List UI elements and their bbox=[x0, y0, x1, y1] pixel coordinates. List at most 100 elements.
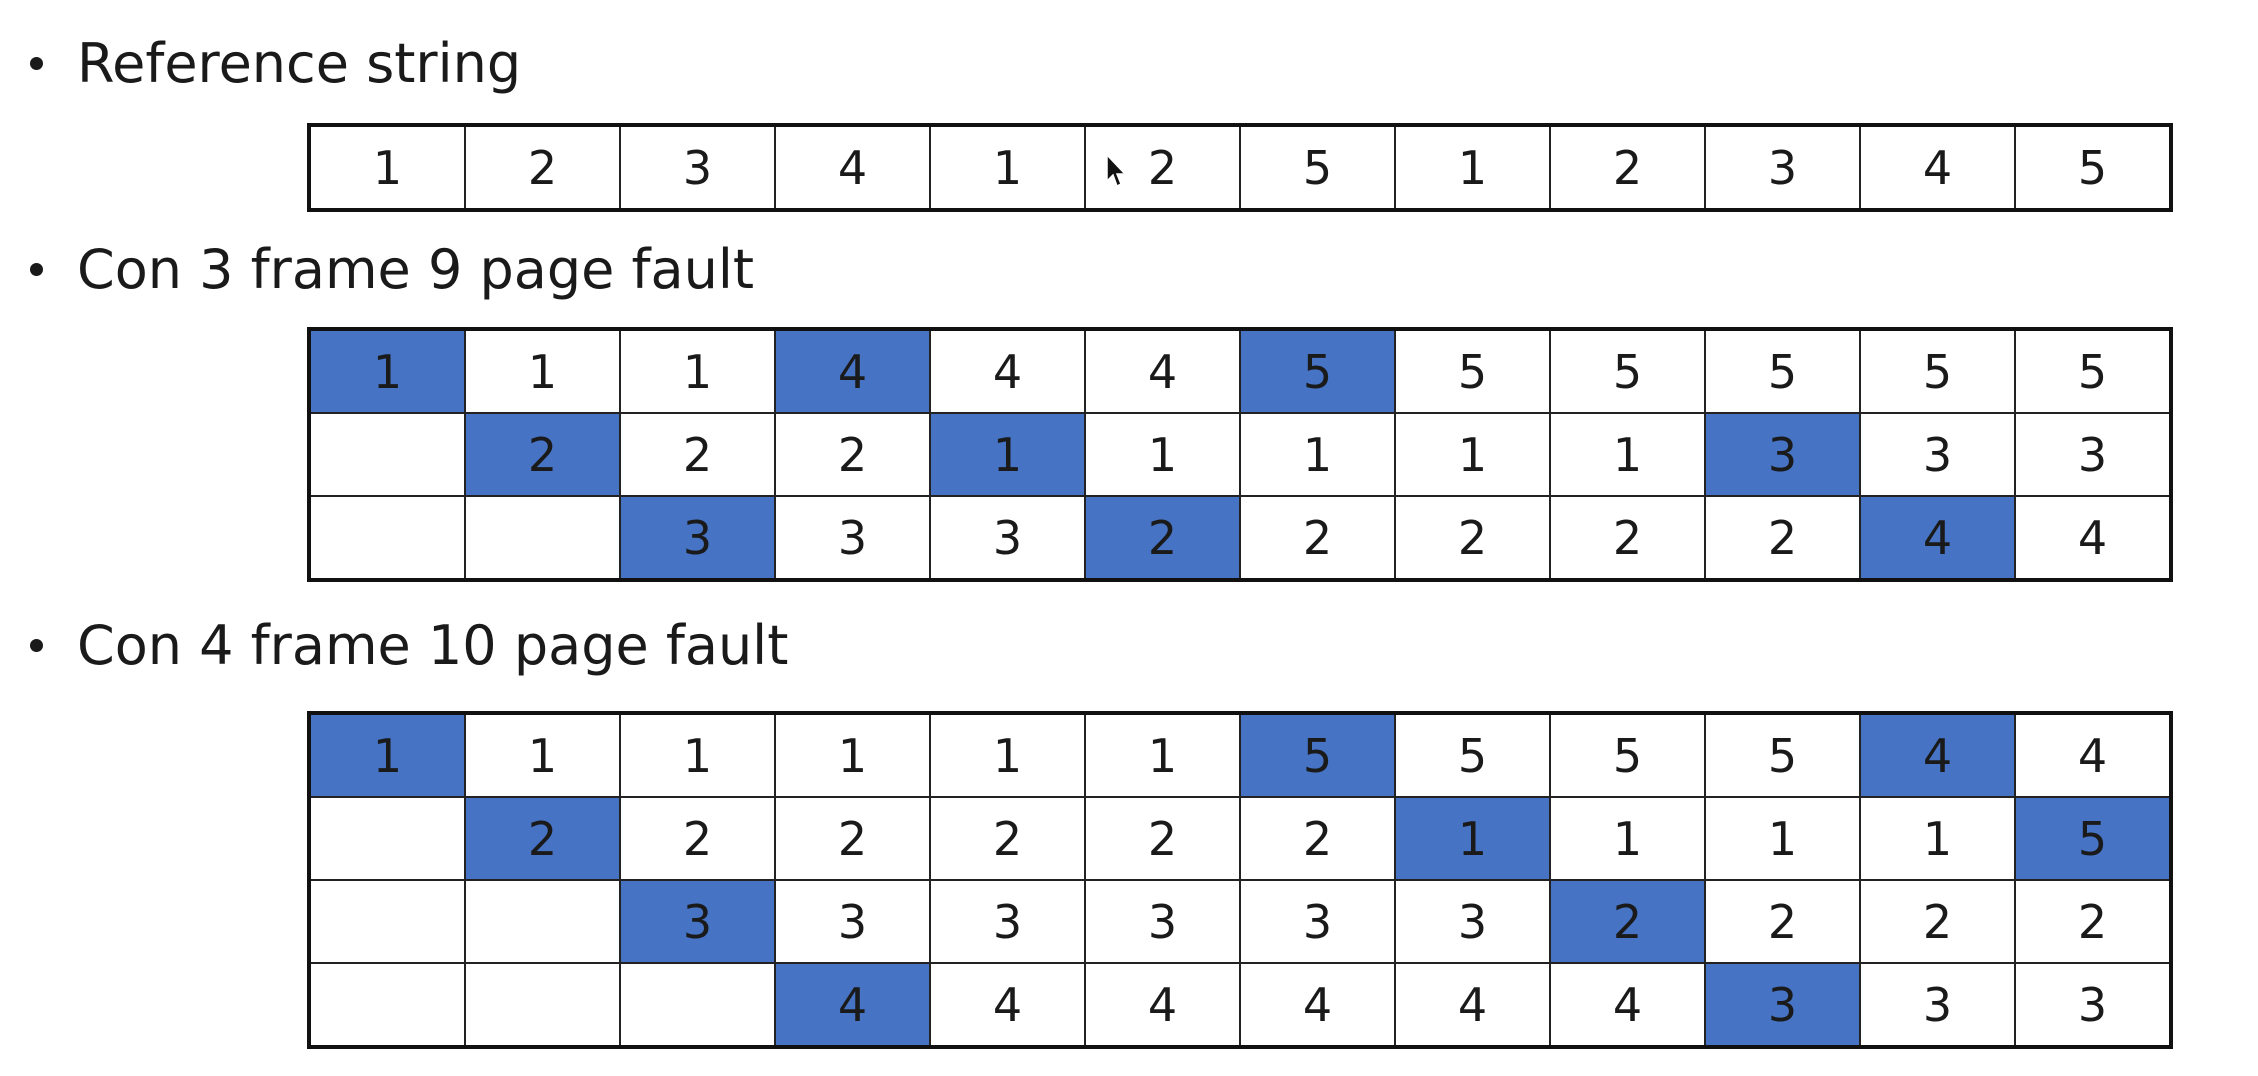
table-cell: 2 bbox=[619, 796, 776, 881]
table-cell: 1 bbox=[1394, 124, 1551, 211]
table-cell: 4 bbox=[2014, 712, 2172, 798]
table-cell: 5 bbox=[1394, 712, 1551, 798]
table-cell: 4 bbox=[1084, 328, 1241, 414]
table-cell: 3 bbox=[2014, 962, 2172, 1048]
bullet-three-frames: Con 3 frame 9 page fault bbox=[30, 234, 754, 304]
page-fault-cell: 3 bbox=[1704, 962, 1861, 1048]
page-fault-cell: 2 bbox=[464, 796, 621, 881]
table-cell: 1 bbox=[929, 712, 1086, 798]
page-fault-cell: 4 bbox=[774, 962, 931, 1048]
bullet-dot bbox=[30, 638, 43, 652]
table-cell: 2 bbox=[1549, 124, 1706, 211]
table-cell: 5 bbox=[1704, 712, 1861, 798]
table-cell: 3 bbox=[1394, 879, 1551, 964]
table-cell: 1 bbox=[1704, 796, 1861, 881]
table-cell bbox=[308, 495, 466, 581]
page-fault-cell: 2 bbox=[1549, 879, 1706, 964]
table-cell: 3 bbox=[2014, 412, 2172, 497]
table-cell: 5 bbox=[1704, 328, 1861, 414]
table-cell bbox=[464, 962, 621, 1048]
table-cell: 3 bbox=[1239, 879, 1396, 964]
table-cell: 4 bbox=[1859, 124, 2016, 211]
page-fault-cell: 3 bbox=[1704, 412, 1861, 497]
table-cell bbox=[464, 879, 621, 964]
table-cell: 2 bbox=[1704, 879, 1861, 964]
page-fault-cell: 3 bbox=[619, 879, 776, 964]
page-fault-cell: 2 bbox=[464, 412, 621, 497]
page-fault-cell: 3 bbox=[619, 495, 776, 581]
table-cell bbox=[619, 962, 776, 1048]
table-cell: 2 bbox=[1549, 495, 1706, 581]
page-fault-cell: 1 bbox=[308, 328, 466, 414]
table-cell: 5 bbox=[1549, 328, 1706, 414]
table-cell: 4 bbox=[774, 124, 931, 211]
table-cell: 5 bbox=[2014, 328, 2172, 414]
table-cell: 1 bbox=[1549, 796, 1706, 881]
table-cell: 3 bbox=[1084, 879, 1241, 964]
page-fault-cell: 5 bbox=[1239, 328, 1396, 414]
table-cell: 2 bbox=[774, 796, 931, 881]
table-cell: 3 bbox=[774, 495, 931, 581]
table-cell: 4 bbox=[1394, 962, 1551, 1048]
table-cell: 2 bbox=[619, 412, 776, 497]
table-cell: 4 bbox=[1549, 962, 1706, 1048]
table-cell: 1 bbox=[464, 328, 621, 414]
table-cell: 2 bbox=[2014, 879, 2172, 964]
table-cell: 1 bbox=[774, 712, 931, 798]
bullet-reference-string: Reference string bbox=[30, 28, 521, 98]
table-cell: 1 bbox=[464, 712, 621, 798]
bullet-four-frames: Con 4 frame 10 page fault bbox=[30, 610, 788, 680]
table-cell: 1 bbox=[1549, 412, 1706, 497]
page-fault-cell: 1 bbox=[1394, 796, 1551, 881]
table-cell bbox=[308, 879, 466, 964]
table-cell: 1 bbox=[1084, 412, 1241, 497]
table-cell bbox=[308, 412, 466, 497]
table-cell: 4 bbox=[1084, 962, 1241, 1048]
table-cell: 2 bbox=[464, 124, 621, 211]
page-fault-cell: 4 bbox=[774, 328, 931, 414]
table-cell bbox=[464, 495, 621, 581]
table-cell: 4 bbox=[929, 328, 1086, 414]
page-fault-cell: 4 bbox=[1859, 712, 2016, 798]
table-cell: 5 bbox=[2014, 124, 2172, 211]
table-cell: 1 bbox=[1239, 412, 1396, 497]
table-cell: 3 bbox=[1704, 124, 1861, 211]
table-cell: 5 bbox=[1394, 328, 1551, 414]
table-cell: 5 bbox=[1549, 712, 1706, 798]
bullet-dot bbox=[30, 262, 43, 276]
table-cell: 4 bbox=[929, 962, 1086, 1048]
table-cell: 4 bbox=[2014, 495, 2172, 581]
page-fault-cell: 5 bbox=[1239, 712, 1396, 798]
page-fault-cell: 2 bbox=[1084, 495, 1241, 581]
table-cell: 1 bbox=[1394, 412, 1551, 497]
table-cell: 1 bbox=[1084, 712, 1241, 798]
table-cell: 2 bbox=[1084, 796, 1241, 881]
table-cell: 2 bbox=[1239, 796, 1396, 881]
bullet-dot bbox=[30, 56, 43, 70]
table-cell: 5 bbox=[1859, 328, 2016, 414]
page-fault-cell: 1 bbox=[308, 712, 466, 798]
page-fault-cell: 5 bbox=[2014, 796, 2172, 881]
table-cell: 1 bbox=[1859, 796, 2016, 881]
bullet-label: Con 3 frame 9 page fault bbox=[77, 237, 755, 301]
table-cell: 2 bbox=[1394, 495, 1551, 581]
table-cell: 1 bbox=[308, 124, 466, 211]
table-cell: 3 bbox=[774, 879, 931, 964]
table-cell: 2 bbox=[1239, 495, 1396, 581]
mouse-cursor-icon bbox=[1106, 154, 1126, 188]
table-cell: 1 bbox=[619, 328, 776, 414]
table-cell bbox=[308, 962, 466, 1048]
table-cell: 5 bbox=[1239, 124, 1396, 211]
table-cell: 2 bbox=[1859, 879, 2016, 964]
page-fault-cell: 4 bbox=[1859, 495, 2016, 581]
table-cell: 3 bbox=[1859, 412, 2016, 497]
